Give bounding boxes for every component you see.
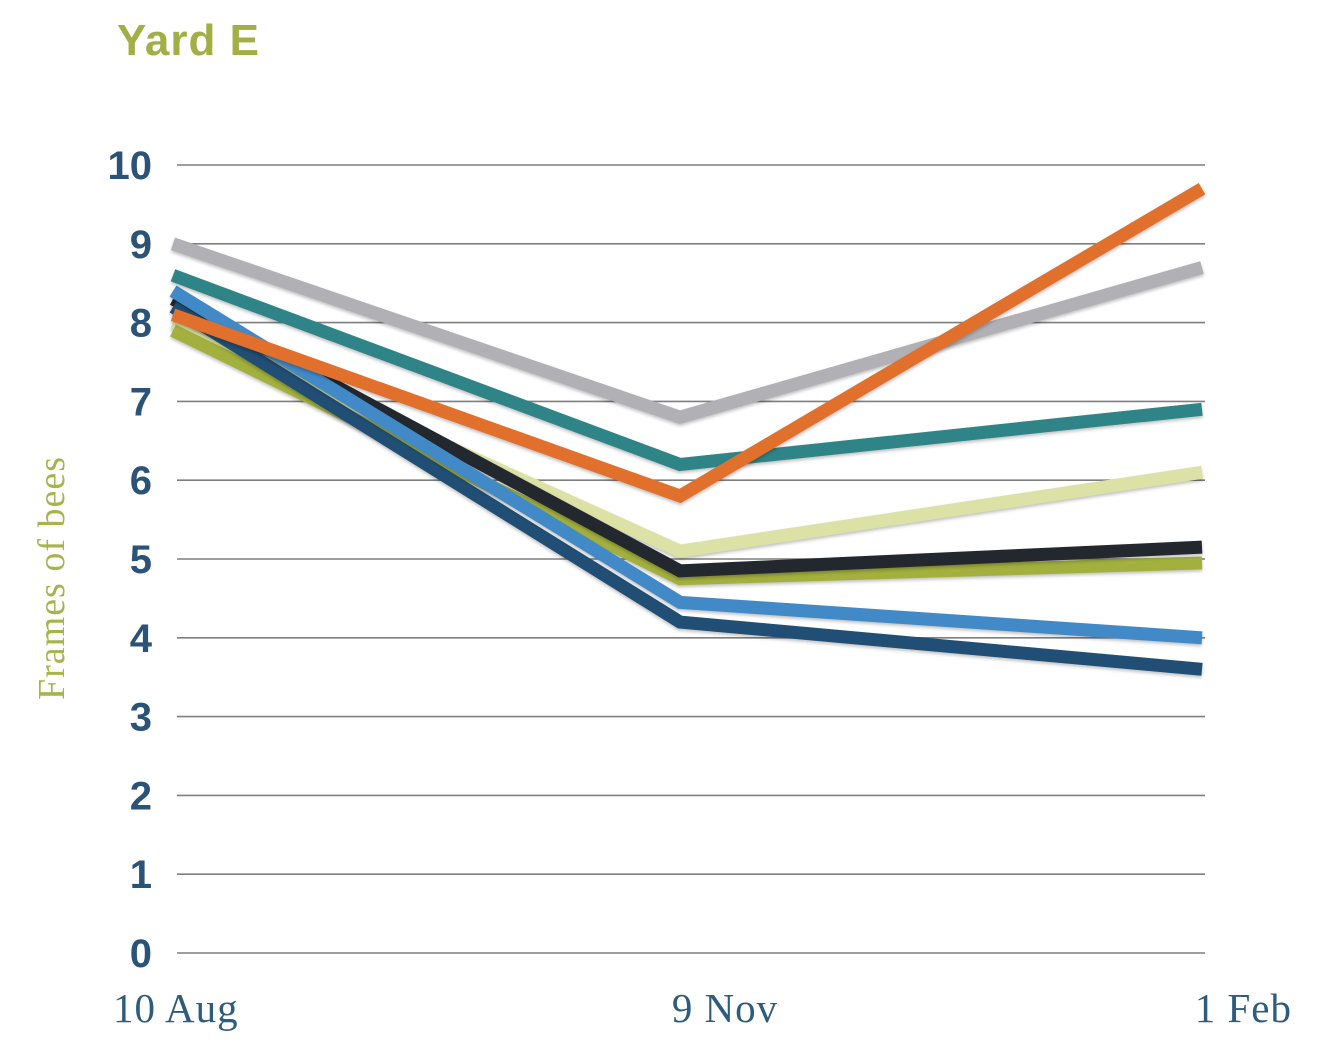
y-tick-label-2: 2 <box>130 774 152 818</box>
y-tick-label-1: 1 <box>130 853 152 897</box>
y-tick-label-4: 4 <box>130 617 153 661</box>
series-line-colony-teal <box>170 269 1203 472</box>
series-line-colony-gray <box>170 237 1204 424</box>
y-tick-label-9: 9 <box>130 223 152 267</box>
y-tick-label-0: 0 <box>130 932 152 976</box>
x-axis-label-9-nov: 9 Nov <box>672 985 778 1031</box>
series-line-colony-orange <box>170 183 1206 504</box>
y-tick-label-6: 6 <box>130 459 152 503</box>
x-axis-label-1-feb: 1 Feb <box>1195 985 1292 1031</box>
x-axis-label-10-aug: 10 Aug <box>113 985 239 1031</box>
series-line-colony-pale-green <box>170 316 1203 558</box>
chart-title: Yard E <box>117 16 260 65</box>
y-tick-label-5: 5 <box>130 538 152 582</box>
y-tick-label-10: 10 <box>108 144 153 188</box>
series-line-colony-blue <box>169 285 1203 645</box>
y-tick-label-8: 8 <box>130 302 152 346</box>
series-line-colony-navy <box>169 301 1203 676</box>
y-tick-label-3: 3 <box>130 696 152 740</box>
y-tick-label-7: 7 <box>130 380 152 424</box>
